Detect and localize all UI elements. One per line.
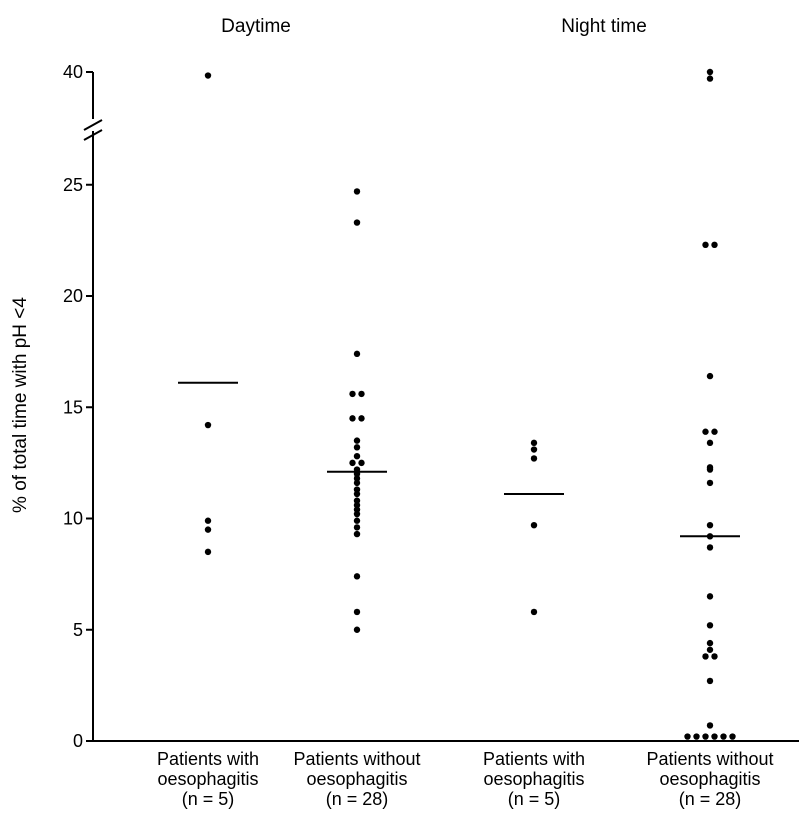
axes <box>83 72 799 742</box>
data-point <box>711 428 718 435</box>
data-point <box>706 439 714 447</box>
data-point <box>706 466 714 473</box>
data-point <box>702 733 709 740</box>
data-point <box>349 390 356 398</box>
x-category-label: oesophagitis <box>157 769 258 789</box>
data-point <box>358 390 365 398</box>
data-point <box>706 479 714 487</box>
data-point <box>204 421 212 429</box>
data-point <box>702 428 709 435</box>
data-point <box>353 524 361 531</box>
data-point <box>702 653 709 660</box>
data-point <box>204 72 212 79</box>
data-point <box>711 653 718 660</box>
y-axis-label: % of total time with pH <4 <box>10 297 31 513</box>
x-category-label: oesophagitis <box>483 769 584 789</box>
data-point <box>706 521 714 529</box>
data-point <box>706 646 714 653</box>
y-tick-label: 5 <box>73 620 83 640</box>
data-point <box>530 439 538 447</box>
data-point <box>706 622 714 629</box>
data-point <box>353 475 361 482</box>
y-tick-label: 10 <box>63 509 83 529</box>
data-point <box>353 517 361 524</box>
data-point <box>353 444 361 451</box>
axis-break-mark <box>83 119 103 131</box>
data-point <box>204 526 212 533</box>
data-point <box>706 722 714 729</box>
x-category-label: Patients with <box>157 749 259 769</box>
axis-break-mark <box>83 129 103 141</box>
data-point <box>353 490 361 498</box>
data-point <box>353 573 361 580</box>
data-point <box>706 372 714 380</box>
data-point <box>353 350 361 358</box>
x-category-label: Patients with <box>483 749 585 769</box>
data-point <box>358 459 365 467</box>
data-point <box>702 241 709 249</box>
panel-title-daytime: Daytime <box>221 16 291 37</box>
data-point <box>353 626 361 633</box>
data-point <box>353 510 361 518</box>
data-point <box>353 497 361 504</box>
x-category-label: Patients without <box>293 749 420 769</box>
x-category-label: (n = 28) <box>326 789 389 809</box>
x-category-label: (n = 5) <box>182 789 235 809</box>
x-category-label: Patients without <box>646 749 773 769</box>
x-category-label: (n = 5) <box>508 789 561 809</box>
data-point <box>706 75 714 82</box>
data-point <box>530 455 538 462</box>
data-point <box>353 530 361 538</box>
data-point <box>353 219 361 226</box>
data-point <box>530 521 538 529</box>
data-point <box>204 548 212 556</box>
data-point <box>684 733 691 740</box>
data-point <box>706 677 714 685</box>
data-point <box>353 501 361 509</box>
data-point <box>353 453 361 460</box>
data-point <box>706 544 714 551</box>
data-point <box>706 593 714 600</box>
data-point <box>353 437 361 444</box>
data-point <box>711 733 718 740</box>
data-point <box>530 608 538 616</box>
y-tick-label: 15 <box>63 397 83 417</box>
data-point <box>349 459 356 467</box>
x-category-label: (n = 28) <box>679 789 742 809</box>
chart-titles: Daytime Night time <box>221 16 647 37</box>
y-tick-label: 20 <box>63 286 83 306</box>
data-point <box>349 415 356 422</box>
y-tick-label: 0 <box>73 731 83 751</box>
data-point <box>204 517 212 524</box>
data-point <box>706 68 714 76</box>
x-category-label: oesophagitis <box>659 769 760 789</box>
y-ticks: 0 5 10 15 20 25 40 <box>63 62 93 751</box>
x-category-label: oesophagitis <box>306 769 407 789</box>
data-point <box>353 608 361 616</box>
panel-title-night-time: Night time <box>561 16 647 37</box>
data-point <box>711 241 718 249</box>
data-point <box>353 479 361 487</box>
mean-lines <box>178 381 740 538</box>
data-point <box>530 446 538 453</box>
data-point <box>353 188 361 195</box>
data-point <box>720 733 727 740</box>
y-tick-label: 25 <box>63 175 83 195</box>
y-tick-label: 40 <box>63 62 83 82</box>
data-point <box>706 639 714 647</box>
data-point <box>353 506 361 513</box>
data-points <box>204 68 736 740</box>
data-point <box>358 415 365 422</box>
data-point <box>729 733 736 740</box>
data-point <box>693 733 700 740</box>
data-point <box>353 486 361 493</box>
